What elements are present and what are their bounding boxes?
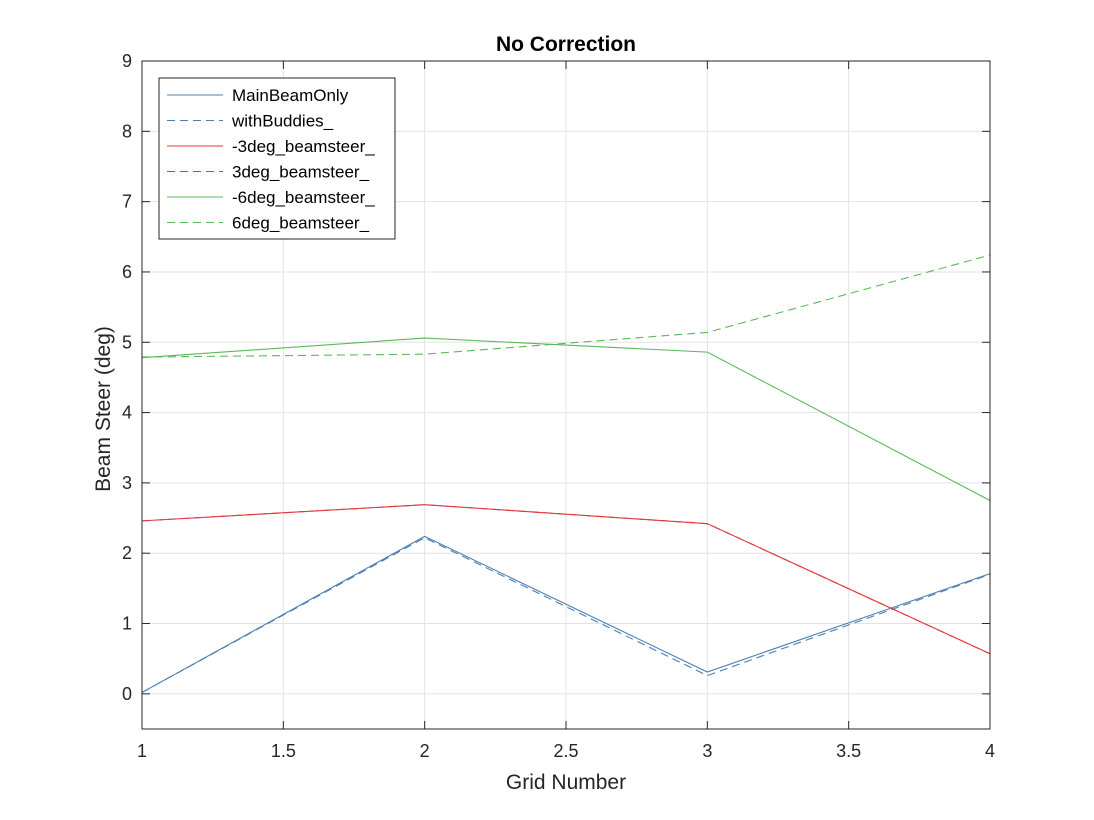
x-tick-label: 3: [702, 741, 712, 761]
legend-label: 6deg_beamsteer_: [232, 214, 370, 233]
legend-box: [158, 77, 396, 240]
x-axis-label: Grid Number: [506, 771, 626, 794]
legend-label: -3deg_beamsteer_: [232, 137, 375, 156]
axis-ticks: 1 1.5 2 2.5 3 3.5 4 0 1 2 3 4 5 6 7 8 9: [122, 51, 995, 761]
x-tick-label: 3.5: [836, 741, 861, 761]
legend-label: MainBeamOnly: [232, 86, 349, 105]
y-tick-label: 0: [122, 684, 132, 704]
x-tick-label: 2: [420, 741, 430, 761]
y-tick-label: 9: [122, 51, 132, 71]
x-tick-label: 2.5: [553, 741, 578, 761]
y-tick-label: 2: [122, 543, 132, 563]
series-line-mainbeamonly: [141, 535, 991, 693]
legend-label: withBuddies_: [231, 112, 334, 131]
y-tick-label: 1: [122, 614, 132, 634]
series-line-3deg-beamsteer: [141, 504, 991, 655]
y-tick-label: 5: [122, 332, 132, 352]
chart-title: No Correction: [496, 33, 636, 56]
series-lines: [141, 254, 991, 693]
y-tick-label: 7: [122, 192, 132, 212]
x-tick-label: 1: [137, 741, 147, 761]
y-tick-label: 4: [122, 403, 132, 423]
x-tick-label: 4: [985, 741, 995, 761]
legend: MainBeamOnly withBuddies_ -3deg_beamsteer_…: [158, 77, 396, 240]
grid-lines: [141, 60, 991, 729]
series-line-withbuddies: [141, 537, 991, 693]
legend-label: 3deg_beamsteer_: [232, 163, 370, 182]
x-tick-label: 1.5: [271, 741, 296, 761]
y-axis-label: Beam Steer (deg): [92, 326, 115, 492]
y-tick-label: 3: [122, 473, 132, 493]
legend-label: -6deg_beamsteer_: [232, 188, 375, 207]
y-tick-label: 6: [122, 262, 132, 282]
y-tick-label: 8: [122, 121, 132, 141]
series-line-6deg-beamsteer: [141, 337, 991, 501]
